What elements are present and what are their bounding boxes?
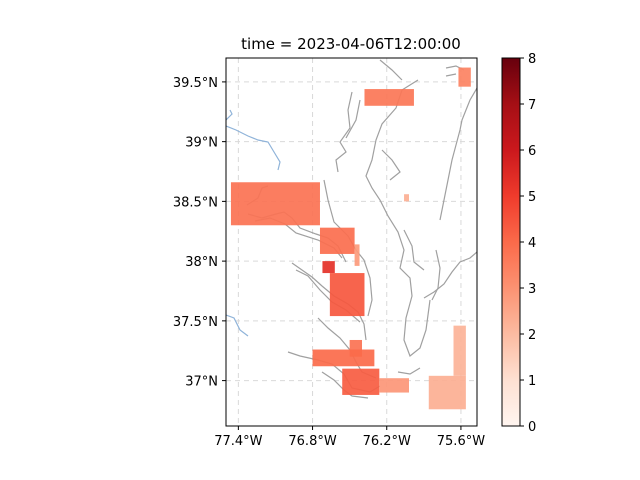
rivers: [226, 109, 281, 337]
colorbar: 0 1 2 3 4 5 6 7 8: [501, 52, 536, 435]
data-cell: [354, 244, 360, 266]
colorbar-ticks: 0 1 2 3 4 5 6 7 8: [520, 52, 536, 435]
x-tick-label: 77.4°W: [214, 434, 262, 449]
data-cell: [379, 378, 409, 393]
chart-title: time = 2023-04-06T12:00:00: [241, 35, 461, 53]
y-axis-ticks: 39.5°N 39°N 38.5°N 38°N 37.5°N 37°N: [173, 76, 226, 390]
data-cell: [342, 368, 380, 395]
colorbar-tick-label: 4: [528, 236, 536, 251]
map-axes: 77.4°W 76.8°W 76.2°W 75.6°W 39.5°N 39°N 38.5°…: [173, 57, 485, 449]
x-tick-label: 76.2°W: [363, 434, 411, 449]
x-tick-label: 76.8°W: [288, 434, 336, 449]
plot-frame: [225, 57, 478, 427]
y-tick-label: 39°N: [185, 136, 218, 151]
data-cell: [230, 182, 320, 226]
data-cell: [453, 325, 466, 376]
colorbar-tick-label: 7: [528, 98, 536, 113]
y-tick-label: 38.5°N: [173, 195, 218, 210]
y-tick-label: 37.5°N: [173, 315, 218, 330]
data-cell: [458, 67, 471, 87]
y-tick-label: 38°N: [185, 255, 218, 270]
data-cell: [322, 261, 335, 274]
y-tick-label: 37°N: [185, 375, 218, 390]
colorbar-gradient: [501, 57, 521, 427]
colorbar-tick-label: 2: [528, 328, 536, 343]
colorbar-tick-label: 1: [528, 374, 536, 389]
colorbar-tick-label: 5: [528, 190, 536, 205]
data-cell: [428, 375, 466, 410]
x-axis-ticks: 77.4°W 76.8°W 76.2°W 75.6°W: [214, 426, 485, 449]
data-cell: [319, 227, 355, 254]
data-cell: [364, 89, 414, 106]
colorbar-tick-label: 0: [528, 420, 536, 435]
x-tick-label: 75.6°W: [437, 434, 485, 449]
colorbar-tick-label: 3: [528, 282, 536, 297]
y-tick-label: 39.5°N: [173, 76, 218, 91]
data-cell: [312, 349, 375, 367]
colorbar-tick-label: 8: [528, 52, 536, 67]
colorbar-tick-label: 6: [528, 144, 536, 159]
data-cell: [329, 273, 365, 317]
precipitation-cells: [230, 67, 471, 410]
data-cell: [404, 194, 409, 202]
